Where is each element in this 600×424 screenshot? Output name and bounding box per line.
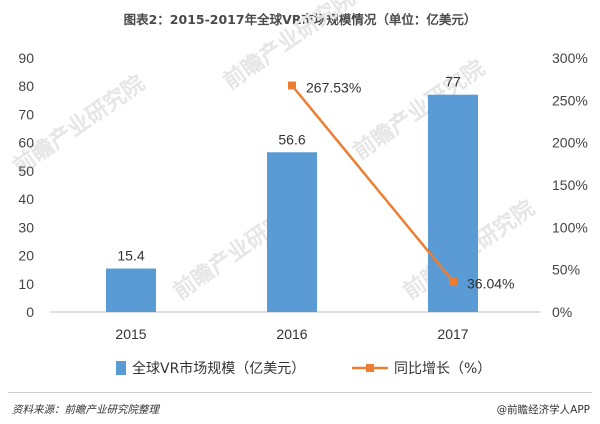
bar-value-label: 56.6 <box>278 131 305 147</box>
chart-title: 图表2：2015-2017年全球VR市场规模情况（单位：亿美元） <box>123 12 477 27</box>
combo-chart: 前瞻产业研究院前瞻产业研究院前瞻产业研究院前瞻产业研究院前瞻产业研究院01020… <box>9 0 588 377</box>
bar-2017 <box>428 94 478 312</box>
growth-value-label: 36.04% <box>467 275 514 291</box>
growth-point-2016 <box>288 81 296 90</box>
bar-2015 <box>106 268 156 312</box>
left-axis-tick-label: 60 <box>18 135 34 151</box>
right-axis-tick-label: 100% <box>552 219 588 235</box>
legend-label-line: 同比增长（%） <box>394 361 491 377</box>
left-axis-tick-label: 90 <box>18 50 34 66</box>
source-note: 资料来源：前瞻产业研究院整理 <box>12 404 159 416</box>
left-axis-tick-label: 80 <box>18 78 34 94</box>
right-axis-tick-label: 300% <box>552 50 588 66</box>
bar-value-label: 77 <box>445 74 461 90</box>
left-axis-tick-label: 10 <box>18 276 34 292</box>
legend-swatch-marker <box>366 364 374 372</box>
bar-value-label: 15.4 <box>117 248 144 264</box>
x-axis-tick-label: 2015 <box>115 326 146 342</box>
x-axis-tick-label: 2017 <box>437 326 468 342</box>
left-axis-tick-label: 50 <box>18 163 34 179</box>
footer-divider <box>8 392 592 393</box>
right-axis-tick-label: 0% <box>552 304 572 320</box>
bar-2016 <box>267 152 317 312</box>
left-axis-tick-label: 30 <box>18 219 34 235</box>
right-axis-tick-label: 200% <box>552 135 588 151</box>
left-axis-tick-label: 20 <box>18 248 34 264</box>
right-axis-tick-label: 150% <box>552 177 588 193</box>
growth-value-label: 267.53% <box>306 79 361 95</box>
x-axis-tick-label: 2016 <box>276 326 307 342</box>
left-axis-tick-label: 40 <box>18 191 34 207</box>
legend-swatch-bar <box>116 361 126 375</box>
growth-point-2017 <box>449 277 457 286</box>
brand-credit: @前瞻经济学人APP <box>496 404 590 416</box>
legend-label-bar: 全球VR市场规模（亿美元） <box>132 360 305 377</box>
left-axis-tick-label: 0 <box>26 304 34 320</box>
growth-line <box>291 84 454 283</box>
right-axis-tick-label: 250% <box>552 92 588 108</box>
right-axis-tick-label: 50% <box>552 262 580 278</box>
left-axis-tick-label: 70 <box>18 106 34 122</box>
